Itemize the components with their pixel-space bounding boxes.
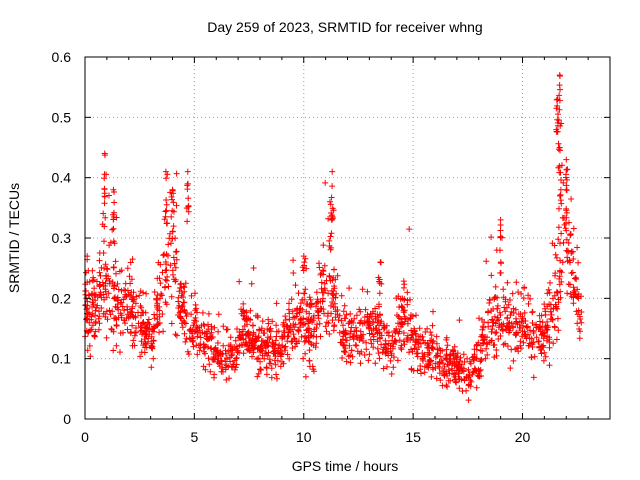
y-tick-label: 0.6 (52, 49, 72, 65)
y-tick-label: 0 (63, 411, 71, 427)
grid-lines (85, 57, 610, 419)
x-tick-label: 0 (81, 429, 89, 445)
data-points (82, 72, 585, 404)
scatter-series-srmtid (82, 72, 585, 404)
chart-title: Day 259 of 2023, SRMTID for receiver whn… (207, 19, 482, 35)
y-axis-label: SRMTID / TECUs (6, 183, 22, 293)
y-tick-label: 0.2 (52, 290, 72, 306)
y-tick-label: 0.3 (52, 230, 72, 246)
y-tick-label: 0.5 (52, 109, 72, 125)
x-tick-label: 5 (190, 429, 198, 445)
plot-frame (84, 56, 611, 420)
y-tick-label: 0.1 (52, 351, 72, 367)
x-axis-ticks: 0 5 10 15 20 (81, 57, 589, 445)
y-axis-ticks: 0 0.1 0.2 0.3 0.4 0.5 0.6 (52, 49, 610, 427)
x-tick-label: 20 (515, 429, 531, 445)
x-tick-label: 10 (296, 429, 312, 445)
x-axis-label: GPS time / hours (292, 458, 399, 474)
x-tick-label: 15 (405, 429, 421, 445)
y-tick-label: 0.4 (52, 170, 72, 186)
